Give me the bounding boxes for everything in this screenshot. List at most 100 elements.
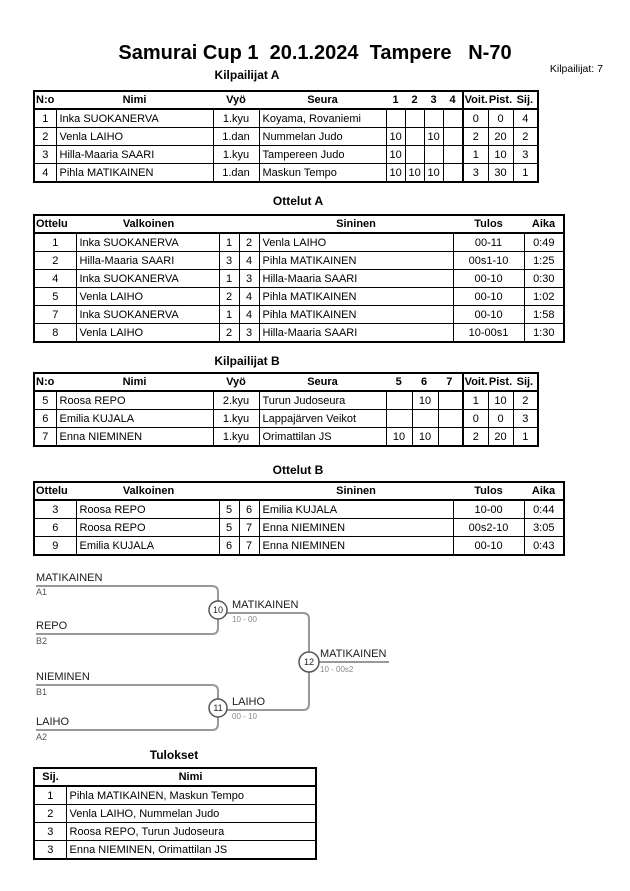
cell-place: 2 — [512, 127, 539, 146]
cell-result — [385, 409, 413, 428]
cell-place: 3 — [512, 409, 539, 428]
header-wins: Voit. — [464, 94, 488, 106]
cell-name: Venla LAIHO, Nummelan Judo — [65, 804, 317, 823]
cell-result: 10 — [423, 127, 444, 146]
table-header-row: Ottelu Valkoinen Sininen Tulos Aika — [34, 215, 565, 234]
cell-result — [442, 145, 464, 164]
cell-blue-name: Hilla-Maaria SAARI — [258, 269, 454, 288]
header-opponents: 5 6 7 — [386, 373, 464, 392]
cell-white-name: Roosa REPO — [75, 518, 220, 537]
pool-b-title: Kilpailijat B — [214, 354, 280, 368]
cell-result — [423, 108, 444, 128]
cell-result — [442, 163, 464, 183]
table-row: 1 Inka SUOKANERVA 1.kyu Koyama, Rovaniem… — [33, 108, 539, 128]
table-header-row: Sij. Nimi — [34, 768, 316, 787]
cell-result: 00s1-10 — [452, 251, 525, 270]
bracket-match-score: 10 - 00 — [232, 615, 257, 624]
cell-result — [437, 390, 464, 410]
cell-no: 1 — [33, 108, 57, 128]
cell-place: 1 — [512, 427, 539, 447]
header-opp-4: 4 — [449, 94, 456, 106]
cell-white-name: Inka SUOKANERVA — [75, 232, 220, 252]
header-belt: Vyö — [213, 91, 259, 110]
header-blue: Sininen — [259, 482, 454, 501]
bracket-slot-seed: A1 — [36, 587, 48, 597]
cell-white-no: 2 — [218, 287, 240, 306]
bracket-winner-name: LAIHO — [232, 696, 266, 708]
cell-blue-no: 4 — [238, 305, 260, 324]
match-12-circle — [298, 651, 320, 673]
table-row: 7 Inka SUOKANERVA 1 4 Pihla MATIKAINEN 0… — [33, 305, 565, 324]
header-blue: Sininen — [259, 215, 454, 234]
cell-belt: 1.dan — [212, 163, 260, 183]
cell-wins: 2 — [462, 127, 489, 146]
cell-result: 10-00 — [452, 499, 525, 519]
cell-result — [437, 409, 464, 428]
cell-no: 3 — [33, 145, 57, 164]
header-opp-3: 3 — [430, 94, 437, 106]
matches-b-title: Ottelut B — [272, 463, 324, 477]
table-row: 5 Roosa REPO 2.kyu Turun Judoseura 10 1 … — [33, 390, 539, 410]
cell-place: 3 — [33, 840, 67, 860]
header-name: Nimi — [56, 91, 213, 110]
header-no: N:o — [34, 373, 56, 392]
cell-match-no: 2 — [33, 251, 77, 270]
cell-place: 3 — [512, 145, 539, 164]
header-white: Valkoinen — [76, 482, 260, 501]
cell-blue-no: 4 — [238, 251, 260, 270]
cell-match-no: 8 — [33, 323, 77, 343]
cell-belt: 1.kyu — [212, 145, 260, 164]
cell-blue-name: Pihla MATIKAINEN — [258, 305, 454, 324]
cell-place: 2 — [33, 804, 67, 823]
header-no: N:o — [34, 91, 56, 110]
cell-result — [385, 390, 413, 410]
table-row: 6 Emilia KUJALA 1.kyu Lappajärven Veikot… — [33, 409, 539, 428]
table-row: 9 Emilia KUJALA 6 7 Enna NIEMINEN 00-10 … — [33, 536, 565, 556]
cell-wins: 1 — [462, 390, 489, 410]
table-row: 2 Hilla-Maaria SAARI 3 4 Pihla MATIKAINE… — [33, 251, 565, 270]
cell-result — [423, 145, 444, 164]
cell-white-no: 2 — [218, 323, 240, 343]
cell-white-name: Emilia KUJALA — [75, 536, 220, 556]
header-points: Pist. — [488, 94, 513, 106]
cell-club: Koyama, Rovaniemi — [258, 108, 387, 128]
cell-white-name: Inka SUOKANERVA — [75, 269, 220, 288]
cell-white-no: 5 — [218, 499, 240, 519]
table-row: 3 Roosa REPO, Turun Judoseura — [33, 822, 317, 841]
cell-white-no: 1 — [218, 269, 240, 288]
table-row: 2 Venla LAIHO 1.dan Nummelan Judo 10 10 … — [33, 127, 539, 146]
cell-result: 00-10 — [452, 305, 525, 324]
cell-place: 1 — [512, 163, 539, 183]
header-result: Tulos — [453, 482, 525, 501]
cell-match-no: 9 — [33, 536, 77, 556]
header-result: Tulos — [453, 215, 525, 234]
header-white: Valkoinen — [76, 215, 260, 234]
cell-points: 10 — [487, 390, 514, 410]
cell-belt: 1.kyu — [212, 427, 260, 447]
cell-blue-name: Hilla-Maaria SAARI — [258, 323, 454, 343]
cell-result: 10 — [385, 427, 413, 447]
cell-name: Emilia KUJALA — [55, 409, 214, 428]
results-title: Tulokset — [149, 748, 199, 762]
cell-name: Pihla MATIKAINEN, Maskun Tempo — [65, 785, 317, 805]
bracket-match-score: 10 - 00s2 — [320, 665, 354, 674]
header-wins: Voit. — [464, 376, 488, 388]
cell-match-no: 7 — [33, 305, 77, 324]
cell-points: 0 — [487, 409, 514, 428]
cell-match-no: 4 — [33, 269, 77, 288]
cell-club: Orimattilan JS — [258, 427, 387, 447]
cell-name: Inka SUOKANERVA — [55, 108, 214, 128]
header-club: Seura — [259, 91, 386, 110]
cell-white-name: Hilla-Maaria SAARI — [75, 251, 220, 270]
cell-blue-name: Enna NIEMINEN — [258, 518, 454, 537]
header-opp-7: 7 — [446, 376, 453, 388]
matches-a-table: Ottelu Valkoinen Sininen Tulos Aika 1 In… — [33, 214, 566, 343]
cell-match-no: 3 — [33, 499, 77, 519]
header-club: Seura — [259, 373, 386, 392]
cell-name: Venla LAIHO — [55, 127, 214, 146]
table-row: 6 Roosa REPO 5 7 Enna NIEMINEN 00s2-10 3… — [33, 518, 565, 537]
table-row: 5 Venla LAIHO 2 4 Pihla MATIKAINEN 00-10… — [33, 287, 565, 306]
cell-club: Tampereen Judo — [258, 145, 387, 164]
